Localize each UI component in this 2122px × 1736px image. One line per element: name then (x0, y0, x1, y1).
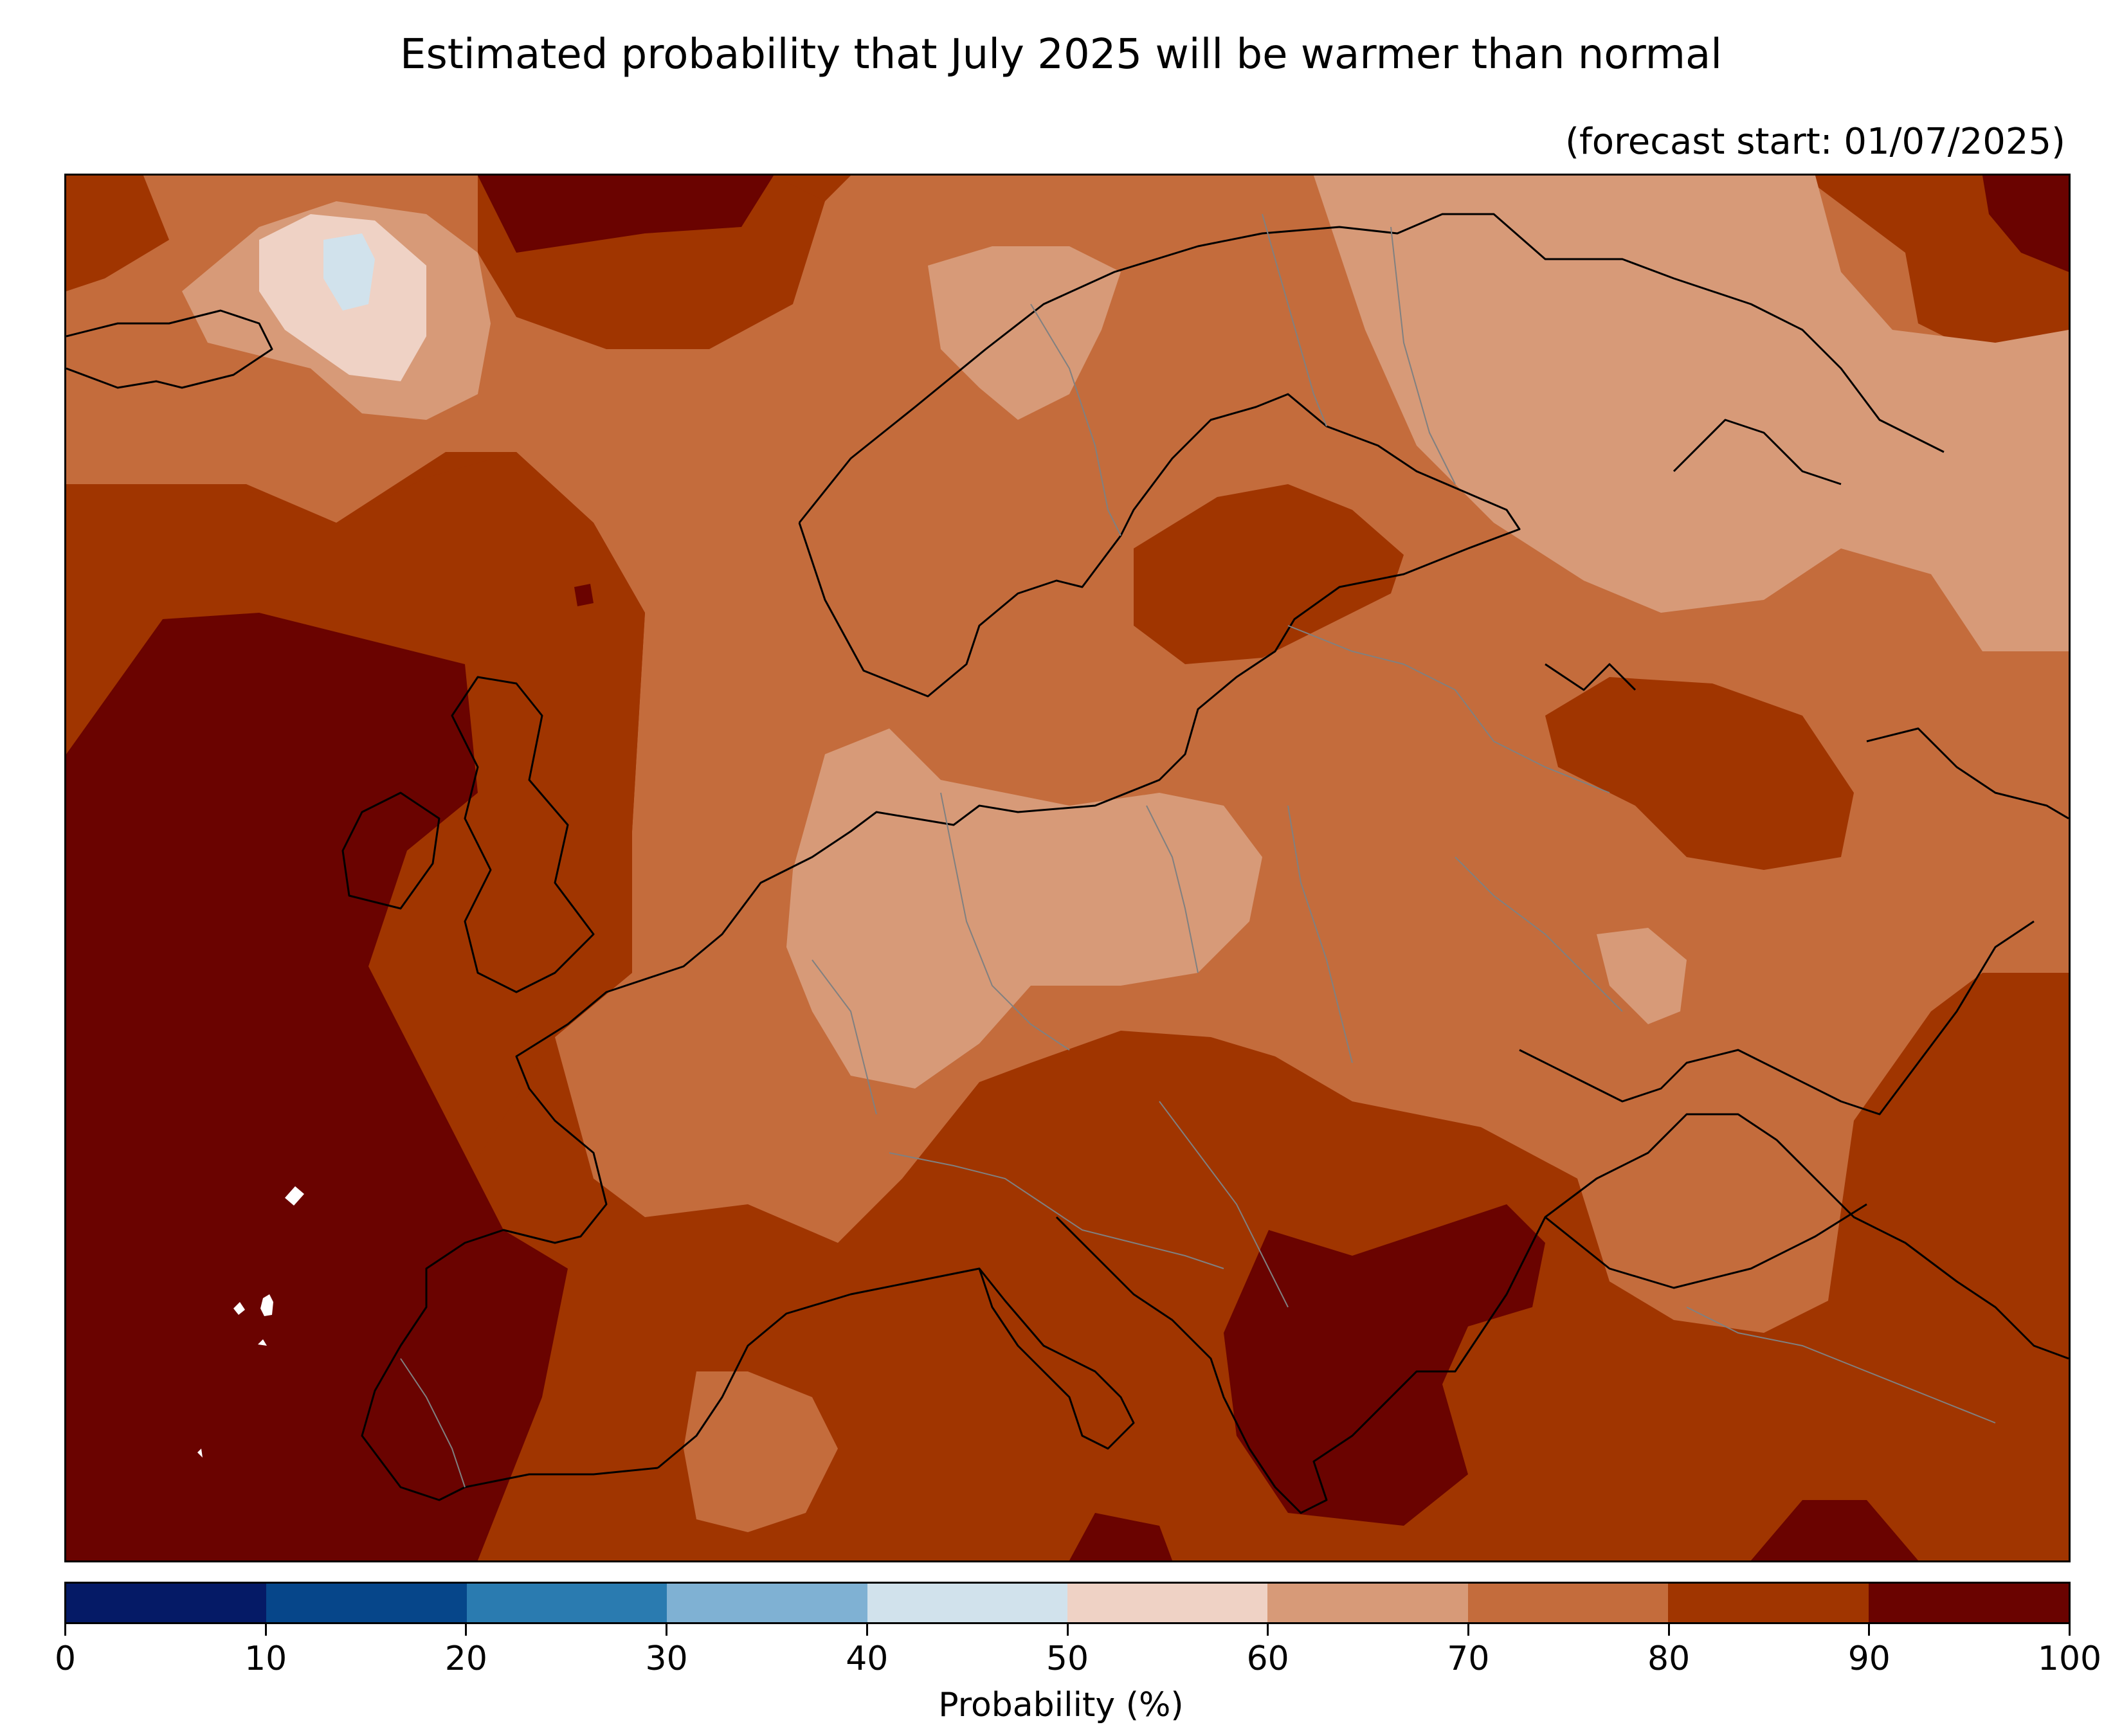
region-60-70-ukraine (1597, 928, 1687, 1024)
colorbar-segment-60-70 (1267, 1584, 1468, 1622)
colorbar-tick (1267, 1624, 1269, 1636)
region-80-90-finland (1134, 484, 1404, 664)
colorbar-segment-30-40 (667, 1584, 867, 1622)
colorbar-tick (465, 1624, 467, 1636)
region-90-100-south-center (1069, 1513, 1172, 1560)
colorbar-tick-label: 10 (244, 1640, 287, 1678)
colorbar-tick-label: 50 (1046, 1640, 1089, 1678)
colorbar (64, 1582, 2071, 1624)
colorbar-tick (666, 1624, 668, 1636)
region-60-70-russia-north (1314, 176, 2069, 651)
forecast-start-label: (forecast start: 01/07/2025) (1565, 121, 2065, 163)
chart-title: Estimated probability that July 2025 wil… (400, 31, 1722, 78)
region-90-100-ne-corner (1982, 176, 2069, 272)
region-90-100-top-center (478, 176, 774, 253)
colorbar-tick (64, 1624, 66, 1636)
colorbar-tick-label: 60 (1246, 1640, 1289, 1678)
colorbar-tick (1467, 1624, 1469, 1636)
region-60-70-central-europe (786, 728, 1262, 1089)
colorbar-tick-label: 100 (2037, 1640, 2102, 1678)
region-90-100-south-east (1751, 1500, 1918, 1560)
colorbar-tick-label: 40 (846, 1640, 889, 1678)
colorbar-segment-70-80 (1467, 1584, 1669, 1622)
colorbar-tick (866, 1624, 868, 1636)
probability-map (64, 174, 2071, 1562)
region-80-90-russia (1545, 677, 1854, 870)
region-90-100-balkans (1224, 1204, 1545, 1526)
colorbar-tick (1066, 1624, 1069, 1636)
colorbar-label: Probability (%) (938, 1686, 1184, 1724)
colorbar-segment-50-60 (1067, 1584, 1268, 1622)
missing-data-specks (197, 1186, 304, 1458)
colorbar-tick-label: 30 (645, 1640, 688, 1678)
national-borders (400, 213, 1996, 1488)
colorbar-tick (1868, 1624, 1871, 1636)
colorbar-tick (2069, 1624, 2071, 1636)
colorbar-segment-10-20 (266, 1584, 467, 1622)
colorbar-segment-20-30 (466, 1584, 667, 1622)
colorbar-segment-40-50 (867, 1584, 1068, 1622)
colorbar-tick-label: 70 (1447, 1640, 1490, 1678)
coastlines (66, 213, 2069, 1514)
region-80-90-nw (66, 176, 169, 291)
region-90-100-iceland-dot (574, 584, 594, 606)
colorbar-tick (264, 1624, 267, 1636)
region-40-50-greenland-sea (323, 233, 375, 311)
colorbar-tick-label: 90 (1847, 1640, 1891, 1678)
region-90-100-atlantic (66, 613, 568, 1560)
colorbar-segment-80-90 (1668, 1584, 1869, 1622)
colorbar-tick-label: 80 (1647, 1640, 1691, 1678)
region-70-80-mediterranean (684, 1371, 838, 1532)
colorbar-tick-label: 20 (444, 1640, 487, 1678)
colorbar-segment-0-10 (66, 1584, 267, 1622)
colorbar-segment-90-100 (1868, 1584, 2069, 1622)
colorbar-tick (1667, 1624, 1670, 1636)
colorbar-tick-label: 0 (54, 1640, 77, 1678)
